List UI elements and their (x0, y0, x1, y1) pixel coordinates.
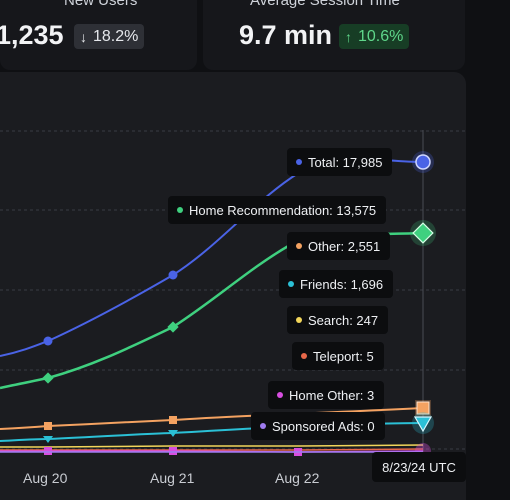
tooltip-home-recommendation: Home Recommendation: 13,575 (168, 196, 387, 224)
point-other[interactable] (44, 422, 52, 430)
avg-session-card: Average Session Time 9.7 min ↑ 10.6% (203, 0, 465, 70)
tooltip-home-other: Home Other: 3 (268, 381, 385, 409)
legend-dot-icon (301, 353, 307, 359)
tooltip-other: Other: 2,551 (287, 232, 391, 260)
point-total[interactable] (168, 270, 178, 280)
x-tick-label: Aug 22 (275, 470, 320, 486)
arrow-up-icon: ↑ (345, 28, 352, 45)
legend-dot-icon (296, 159, 302, 165)
point-friends[interactable] (168, 430, 178, 437)
x-tick-label: Aug 20 (23, 470, 68, 486)
new-users-change: 18.2% (93, 27, 139, 45)
legend-dot-icon (296, 317, 302, 323)
tooltip-sponsored-ads: Sponsored Ads: 0 (251, 412, 385, 440)
x-tick-label: Aug 21 (150, 470, 195, 486)
series-line-search (0, 444, 424, 448)
avg-session-change: 10.6% (358, 27, 404, 45)
hover-date-tooltip: 8/23/24 UTC (372, 452, 466, 482)
tooltip-total: Total: 17,985 (287, 148, 393, 176)
tooltip-home-recommendation-label: Home Recommendation: 13,575 (189, 202, 377, 218)
tooltip-teleport-label: Teleport: 5 (313, 348, 374, 364)
tooltip-other-label: Other: 2,551 (308, 238, 381, 254)
point-home-recommendation-hover[interactable] (412, 222, 434, 244)
tooltip-friends-label: Friends: 1,696 (300, 276, 384, 292)
legend-dot-icon (260, 423, 266, 429)
avg-session-value: 9.7 min (239, 20, 333, 50)
tooltip-sponsored-ads-label: Sponsored Ads: 0 (272, 418, 375, 434)
point-home-other[interactable] (169, 447, 177, 455)
new-users-value: 1,235 (0, 20, 64, 50)
point-home-other[interactable] (44, 447, 52, 455)
tooltip-total-label: Total: 17,985 (308, 154, 383, 170)
legend-dot-icon (288, 281, 294, 287)
tooltip-search: Search: 247 (287, 306, 389, 334)
arrow-down-icon: ↓ (80, 28, 87, 45)
new-users-title: New Users (64, 0, 138, 9)
legend-dot-icon (177, 207, 183, 213)
tooltip-teleport: Teleport: 5 (292, 342, 384, 370)
point-home-recommendation[interactable] (167, 321, 179, 333)
avg-session-title: Average Session Time (250, 0, 400, 9)
point-friends[interactable] (43, 436, 53, 443)
tooltip-search-label: Search: 247 (308, 312, 379, 328)
point-home-recommendation[interactable] (42, 372, 54, 384)
point-total-hover[interactable] (415, 154, 431, 170)
point-friends-hover[interactable] (413, 416, 433, 433)
tooltip-friends: Friends: 1,696 (279, 270, 394, 298)
new-users-change-badge: ↓ 18.2% (74, 24, 145, 49)
tooltip-home-other-label: Home Other: 3 (289, 387, 375, 403)
point-other[interactable] (169, 416, 177, 424)
legend-dot-icon (296, 243, 302, 249)
avg-session-change-badge: ↑ 10.6% (339, 24, 410, 49)
point-other-hover[interactable] (416, 401, 430, 415)
point-total[interactable] (43, 336, 53, 346)
new-users-card: New Users 1,235 ↓ 18.2% (0, 0, 197, 70)
legend-dot-icon (277, 392, 283, 398)
